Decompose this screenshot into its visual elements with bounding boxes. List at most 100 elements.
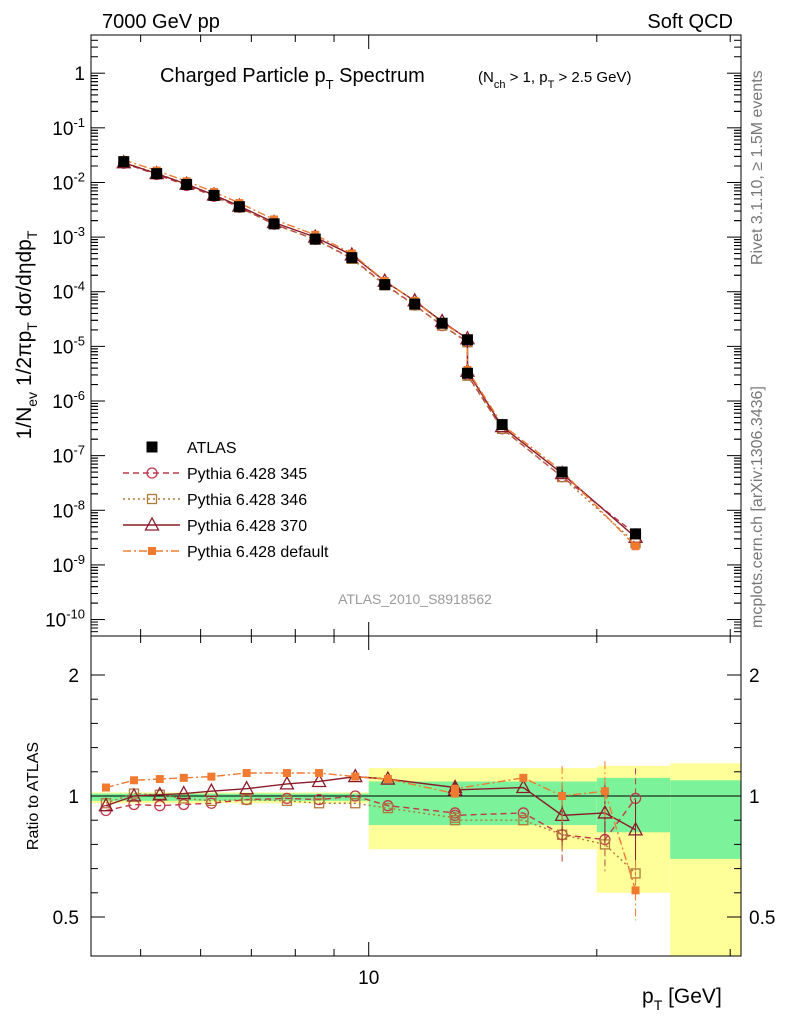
header-right: Soft QCD [647, 11, 733, 33]
data-point [146, 493, 158, 505]
y-tick-label: 10-7 [52, 443, 85, 468]
header-left: 7000 GeV pp [102, 11, 220, 33]
data-point [409, 298, 421, 310]
data-point [101, 783, 110, 792]
data-point [176, 785, 192, 800]
y-tick-label: 2 [68, 666, 79, 687]
data-point [558, 792, 567, 800]
series-pythia-6-428-346 [118, 157, 641, 549]
legend-label: Pythia 6.428 default [187, 544, 329, 561]
y-tick-label-right: 0.5 [749, 908, 775, 929]
data-point [181, 178, 193, 190]
series-line [123, 159, 637, 547]
data-point [179, 773, 188, 782]
data-point [146, 441, 158, 453]
legend-label: Pythia 6.428 370 [187, 518, 307, 535]
data-point [517, 807, 530, 819]
data-point [519, 773, 528, 782]
side-label-bottom: mcplots.cern.ch [arXiv:1306.3436] [749, 386, 766, 628]
svg-text:1/Nev 1/2πpT dσ/dηdpT: 1/Nev 1/2πpT dσ/dηdpT [13, 230, 40, 439]
data-point [118, 156, 130, 168]
ratio-panel: 10 0.5 0.5 1 1 2 2 Ratio to ATLAS pT [GeV] [25, 635, 775, 1013]
y-tick-label: 1 [68, 787, 79, 808]
data-point [451, 784, 460, 793]
data-point [155, 775, 164, 784]
data-point [208, 189, 220, 201]
data-point [203, 782, 220, 797]
main-panel: 1 10-1 10-2 10-3 10-4 10-5 10-6 10-7 10-8 10-9 10-… [13, 34, 742, 637]
data-point [382, 802, 394, 814]
data-point [242, 769, 251, 778]
y-tick-label: 10-1 [52, 115, 85, 140]
y-tick-label: 10-5 [52, 333, 85, 358]
data-point [315, 769, 324, 778]
data-point [154, 800, 166, 812]
data-point [518, 815, 529, 826]
data-point [449, 815, 461, 826]
y-axis-label: 1/Nev 1/2πpT dσ/dηdpT [13, 230, 40, 439]
data-point [349, 790, 361, 802]
legend-label: ATLAS [187, 440, 237, 457]
ratio-line [105, 795, 637, 841]
y-tick-label: 10-6 [52, 388, 85, 413]
y-tick-label: 10-4 [52, 279, 85, 304]
data-point [350, 798, 361, 809]
data-point [627, 821, 644, 836]
side-label-top: Rivet 3.1.10, ≥ 1.5M events [749, 70, 766, 265]
data-point [597, 804, 613, 819]
data-point [98, 797, 114, 812]
y-tick-label: 10-2 [52, 169, 85, 194]
data-point [207, 772, 216, 781]
data-point [451, 789, 460, 798]
y-tick-label: 1 [74, 64, 85, 85]
data-point [268, 218, 280, 230]
data-point [383, 775, 392, 784]
data-point [282, 769, 291, 778]
data-point [556, 466, 568, 478]
data-point [241, 794, 252, 805]
data-point [148, 547, 156, 555]
ratio-line [105, 772, 637, 891]
ratio-series-pythia-6-428-default [101, 761, 640, 921]
data-point [346, 252, 358, 264]
data-point [281, 795, 293, 806]
y-tick-label: 10-8 [52, 497, 85, 522]
data-point [461, 334, 473, 346]
legend-entry: Pythia 6.428 345 [123, 466, 307, 483]
data-point [631, 542, 640, 551]
svg-text:Ratio to ATLAS: Ratio to ATLAS [25, 742, 42, 850]
series-line [123, 161, 637, 544]
svg-text:mcplots.cern.ch [arXiv:1306.34: mcplots.cern.ch [arXiv:1306.3436] [749, 386, 766, 628]
data-point [279, 775, 295, 790]
legend-entry: Pythia 6.428 default [123, 544, 329, 561]
y-tick-label: 0.5 [53, 908, 79, 929]
data-point [144, 516, 160, 531]
data-point [309, 233, 321, 245]
legend-entry: ATLAS [146, 440, 237, 457]
legend-label: Pythia 6.428 345 [187, 466, 307, 483]
data-point [631, 886, 640, 895]
y-tick-label: 10-3 [52, 224, 85, 249]
ratio-line [105, 775, 636, 831]
data-point [128, 798, 140, 811]
data-point [178, 798, 190, 811]
legend-entry: Pythia 6.428 370 [123, 516, 307, 535]
legend-label: Pythia 6.428 346 [187, 492, 307, 509]
uncertainty-band-stat [596, 777, 671, 833]
data-point [151, 168, 163, 180]
y-tick-label-right: 1 [749, 787, 760, 808]
watermark: ATLAS_2010_S8918562 [338, 591, 492, 607]
y-tick-label: 10-9 [52, 552, 85, 577]
data-point [129, 776, 138, 785]
data-point [351, 772, 360, 781]
svg-text:Rivet 3.1.10, ≥ 1.5M events: Rivet 3.1.10, ≥ 1.5M events [749, 70, 766, 265]
data-point [146, 467, 158, 479]
data-point [311, 773, 327, 788]
data-point [379, 279, 391, 291]
data-point [233, 201, 245, 213]
data-point [239, 780, 255, 795]
x-tick-label: 10 [358, 968, 379, 989]
data-point [126, 787, 142, 802]
data-point [600, 787, 609, 796]
